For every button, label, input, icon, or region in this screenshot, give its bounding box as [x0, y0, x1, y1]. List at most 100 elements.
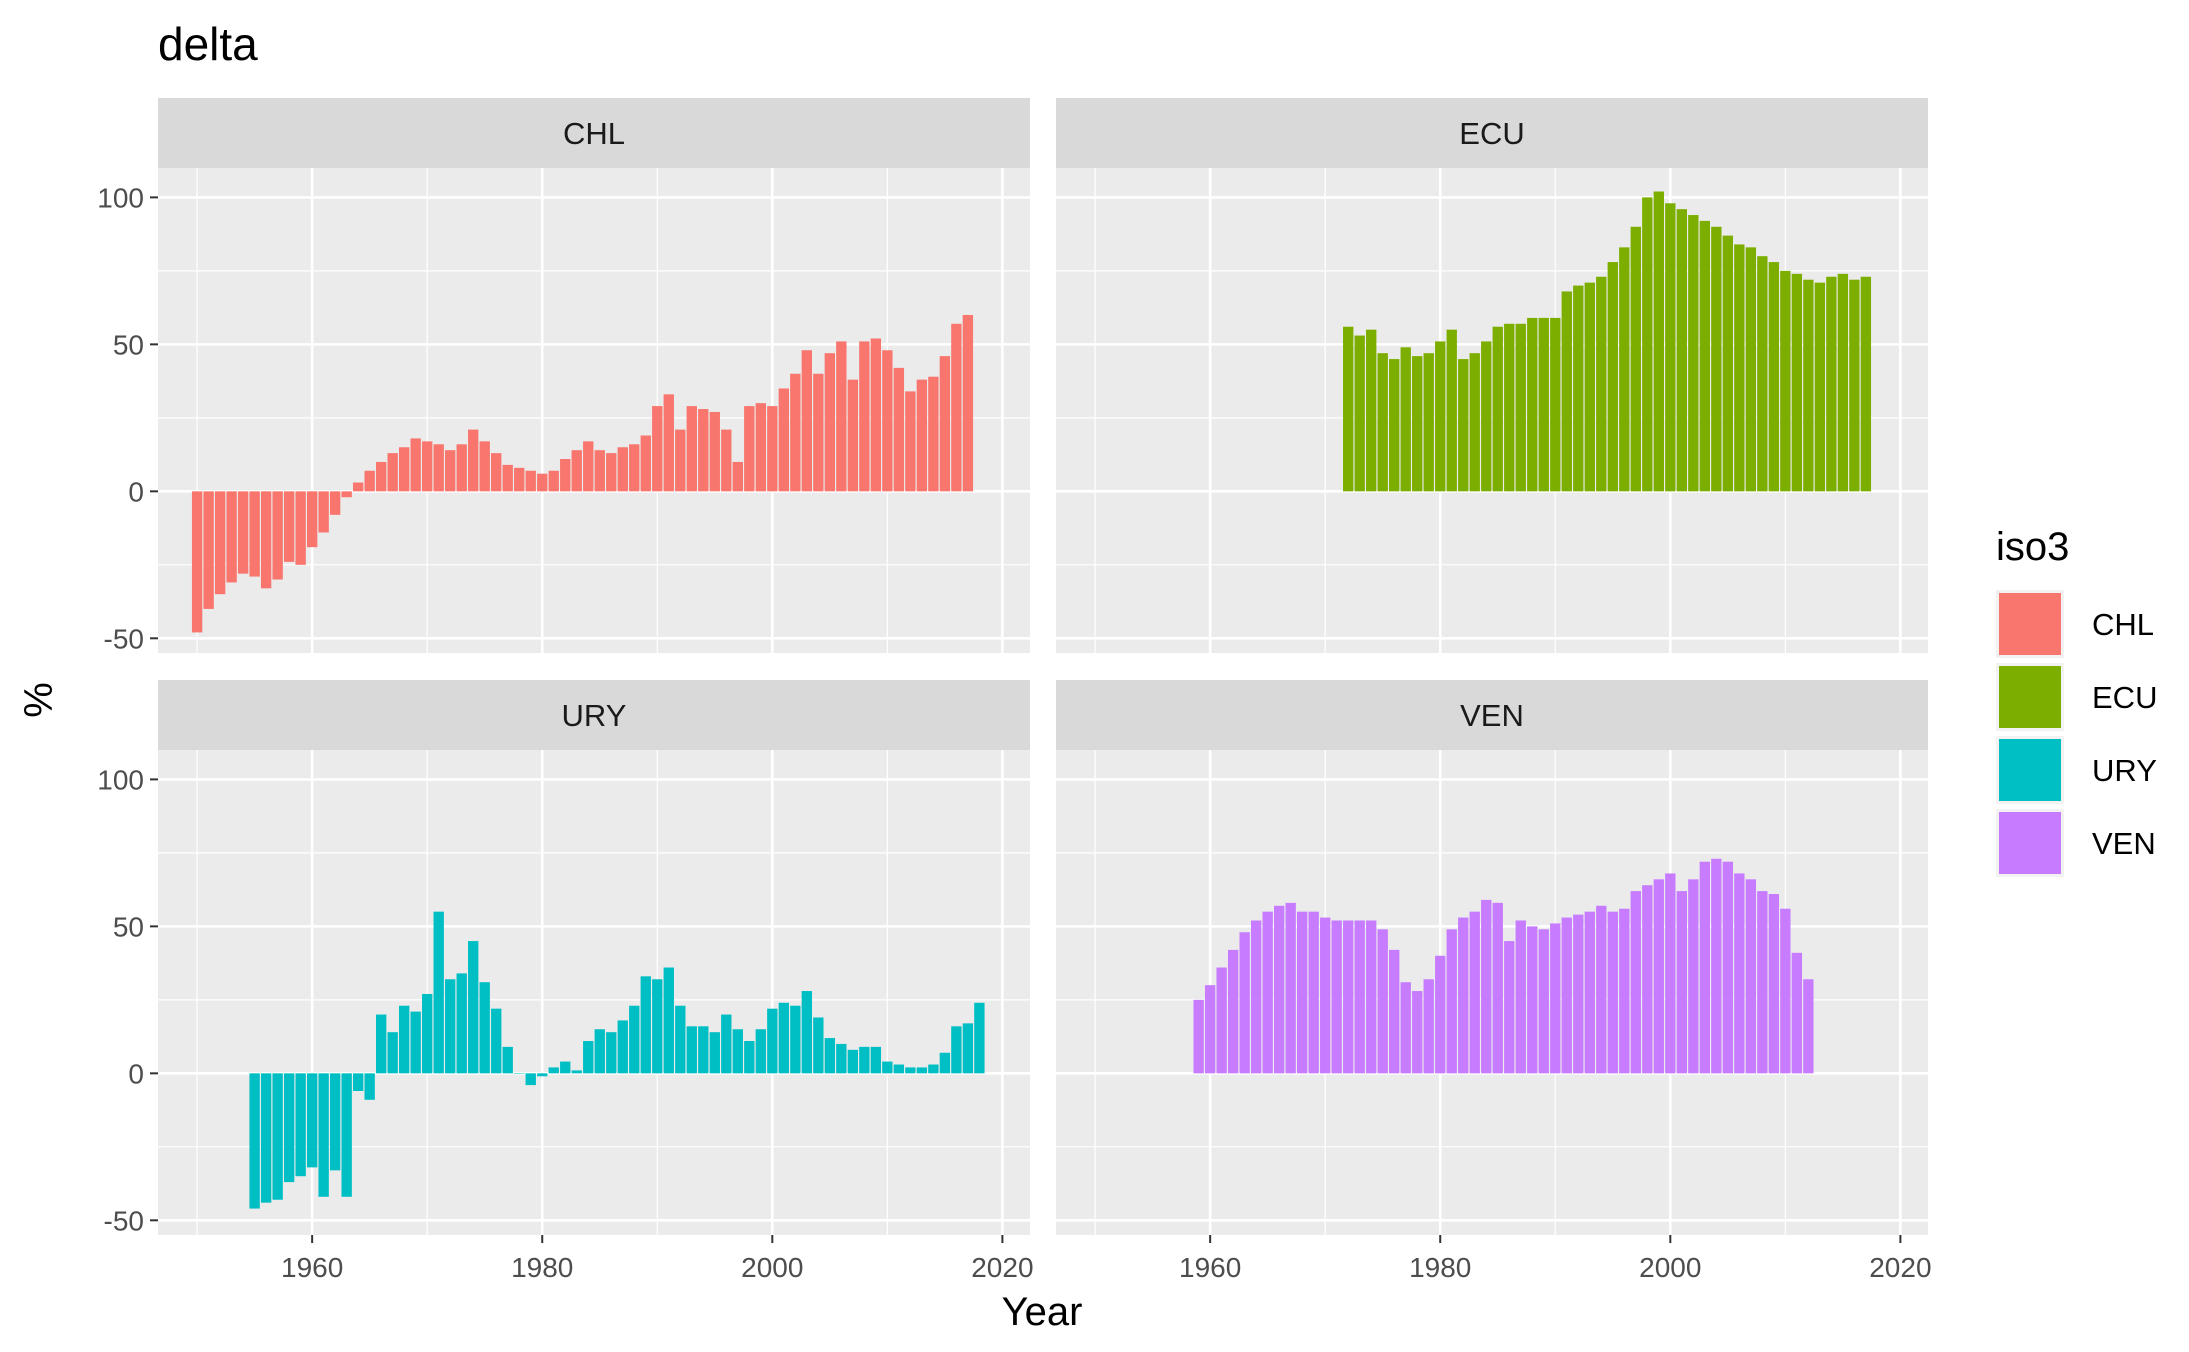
bar	[295, 491, 306, 565]
bar	[1734, 873, 1745, 1074]
bar	[824, 1038, 836, 1074]
bar	[433, 911, 444, 1074]
bar	[410, 1011, 421, 1074]
bar	[571, 1070, 582, 1074]
bar	[744, 406, 755, 492]
bar	[502, 1046, 513, 1074]
bar	[1492, 326, 1503, 492]
bar	[617, 1020, 628, 1074]
bar	[1216, 967, 1227, 1074]
bar	[1366, 920, 1377, 1074]
bar	[617, 447, 628, 492]
legend-title: iso3	[1996, 525, 2069, 569]
x-tick-label: 2020	[971, 1252, 1033, 1283]
bar	[1377, 929, 1388, 1074]
bar	[203, 491, 214, 609]
legend-key-ury	[1999, 739, 2061, 801]
bar	[445, 450, 456, 492]
bar	[916, 379, 928, 492]
bar	[1239, 932, 1250, 1074]
bar	[767, 1008, 778, 1074]
bar	[721, 429, 732, 492]
bar	[387, 453, 398, 492]
bar	[376, 1014, 387, 1074]
bar	[1573, 914, 1584, 1074]
bar	[514, 1073, 525, 1074]
bar	[1757, 891, 1768, 1074]
bar	[1469, 911, 1480, 1074]
bar	[732, 1029, 743, 1074]
bar	[376, 461, 387, 492]
bar	[352, 482, 364, 492]
bar	[1504, 323, 1515, 492]
bar	[1757, 256, 1768, 492]
bar	[778, 1002, 789, 1074]
bar	[1653, 879, 1664, 1074]
bar	[859, 341, 870, 492]
bar	[1619, 908, 1630, 1074]
bar	[260, 1073, 272, 1203]
bar	[1469, 353, 1480, 492]
bar	[1458, 917, 1469, 1074]
facet-strip	[1056, 98, 1928, 168]
bar	[962, 314, 974, 492]
bar	[341, 1073, 352, 1197]
bar	[399, 1005, 410, 1074]
bar	[801, 350, 812, 492]
bar	[1561, 291, 1572, 492]
bar	[824, 353, 836, 492]
bar	[1400, 347, 1411, 492]
bar	[1803, 979, 1814, 1074]
bar	[1711, 858, 1722, 1074]
legend-label: URY	[2092, 753, 2157, 788]
bar	[1711, 226, 1722, 492]
bar	[237, 491, 249, 574]
bar	[1527, 317, 1538, 492]
bar	[1803, 279, 1814, 492]
bar	[249, 491, 260, 577]
bar	[663, 967, 674, 1074]
bar	[882, 1061, 893, 1074]
bar	[1826, 276, 1837, 492]
bar	[1538, 929, 1549, 1074]
bar	[456, 444, 467, 492]
legend-key-ven	[1999, 812, 2061, 874]
bar	[1435, 341, 1446, 492]
bar	[905, 1067, 916, 1074]
bar	[548, 470, 559, 492]
bar	[663, 394, 674, 492]
bar	[709, 1032, 720, 1074]
bar	[1849, 279, 1860, 492]
chart-title: delta	[158, 18, 258, 70]
bar	[1481, 899, 1492, 1074]
bar	[226, 491, 237, 583]
bar	[560, 459, 571, 492]
bar	[916, 1067, 928, 1074]
bar	[283, 491, 295, 562]
bar	[755, 403, 766, 492]
bar	[1308, 911, 1319, 1074]
legend-label: CHL	[2092, 607, 2154, 642]
bar	[1297, 911, 1308, 1074]
bar	[847, 379, 859, 492]
y-tick-label: 50	[113, 329, 144, 360]
bar	[1262, 911, 1273, 1074]
y-tick-label: 100	[97, 764, 144, 795]
bar	[905, 391, 916, 492]
bar	[951, 323, 962, 492]
bar	[1665, 203, 1676, 492]
bar	[675, 1005, 686, 1074]
bar	[813, 1017, 824, 1074]
bar	[1642, 197, 1653, 492]
x-tick-label: 1960	[1179, 1252, 1241, 1283]
bar	[778, 388, 789, 492]
facet-ury: URY -50 0 50 100 1960 1980 2000 2020	[97, 680, 1034, 1283]
bar	[318, 1073, 329, 1197]
bar	[698, 1026, 709, 1074]
bar	[859, 1046, 870, 1074]
bar	[1768, 262, 1780, 492]
bar	[491, 1008, 502, 1074]
legend-key-ecu	[1999, 666, 2061, 728]
bar	[1630, 226, 1641, 492]
bar	[1446, 329, 1457, 492]
